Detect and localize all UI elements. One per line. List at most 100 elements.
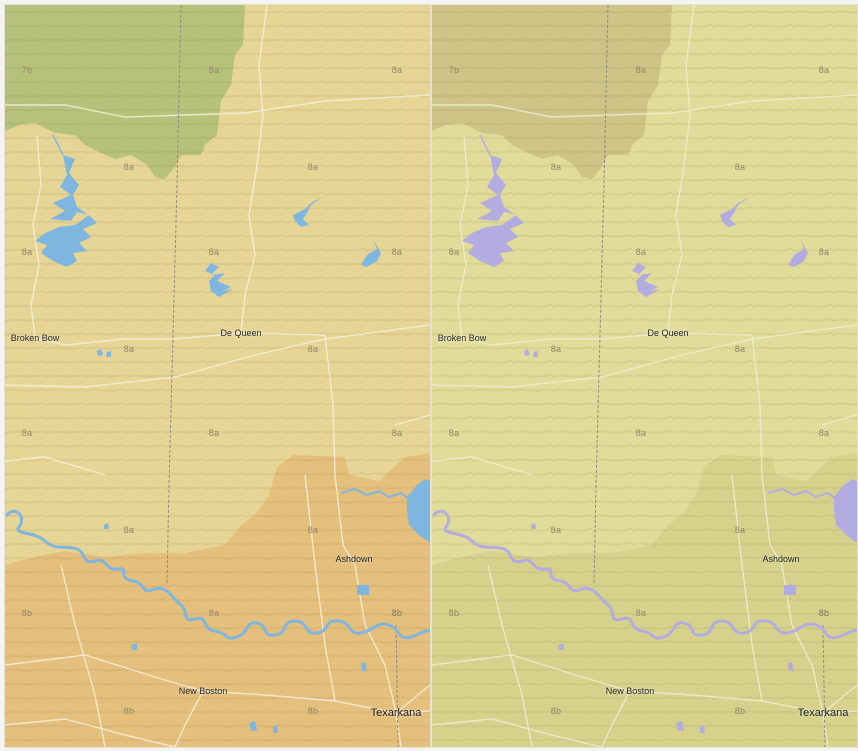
road	[667, 5, 695, 334]
lake	[788, 662, 794, 671]
zone-label-8b: 8b	[123, 706, 135, 716]
lake	[533, 351, 538, 357]
road	[457, 134, 469, 339]
road	[5, 718, 176, 747]
hardiness-map-colored[interactable]: 7b 8a 8a 8a 8a 8a 8a 8a 8a 8a 8a 8a 8a 8a 8a 8b 8a 8b 8b 8b…	[4, 4, 431, 748]
state-border-line	[395, 624, 399, 747]
zone-label-8a: 8a	[635, 428, 647, 438]
road	[822, 712, 829, 747]
road	[395, 684, 430, 714]
zone-label-8b: 8b	[550, 706, 562, 716]
road	[432, 718, 603, 747]
zone-label-8a: 8a	[448, 247, 460, 257]
zone-label-8a: 8a	[818, 65, 830, 75]
zone-label-8a: 8a	[208, 428, 220, 438]
road	[667, 332, 824, 714]
zone-label-8a: 8a	[21, 428, 33, 438]
hardiness-map-muted[interactable]: 7b 8a 8a 8a 8a 8a 8a 8a 8a 8a 8a 8a 8a 8a 8a 8b 8a 8b 8b 8b…	[431, 4, 858, 748]
lake	[784, 585, 796, 595]
zone-label-8a: 8a	[123, 162, 135, 172]
creek	[479, 134, 491, 156]
zone-label-8a: 8a	[208, 65, 220, 75]
zone-label-8a: 8a	[307, 525, 319, 535]
road	[240, 5, 268, 334]
city-label-broken-bow: Broken Bow	[10, 333, 60, 343]
lake	[700, 725, 705, 733]
road	[822, 684, 857, 714]
zone-label-8b: 8b	[818, 608, 830, 618]
city-label-broken-bow: Broken Bow	[437, 333, 487, 343]
creek	[52, 134, 64, 156]
road	[5, 456, 106, 476]
state-border-line	[166, 5, 182, 586]
lake	[205, 263, 233, 297]
road	[432, 456, 533, 476]
road	[731, 474, 763, 702]
road	[5, 94, 430, 118]
zone-label-8a: 8a	[734, 162, 746, 172]
road	[394, 414, 430, 426]
map-canvas	[5, 5, 430, 747]
state-border-line	[822, 624, 826, 747]
zone-label-8b: 8b	[448, 608, 460, 618]
zone-label-8a: 8a	[550, 525, 562, 535]
lake	[788, 239, 808, 267]
road	[304, 474, 336, 702]
zone-label-7b: 7b	[21, 65, 33, 75]
lake	[97, 349, 103, 356]
zone-label-8b: 8b	[307, 706, 319, 716]
lake	[407, 479, 430, 543]
zone-label-8a: 8a	[550, 344, 562, 354]
road	[5, 324, 430, 388]
lake	[632, 263, 660, 297]
zone-label-8a: 8a	[635, 247, 647, 257]
zone-label-8b: 8b	[818, 608, 830, 618]
zone-label-8a: 8a	[818, 247, 830, 257]
road	[60, 564, 106, 747]
zone-label-8a: 8a	[307, 344, 319, 354]
road	[34, 332, 242, 346]
lake	[249, 721, 257, 731]
zone-label-8a: 8a	[307, 162, 319, 172]
river	[340, 487, 410, 500]
city-label-ashdown: Ashdown	[335, 554, 373, 564]
zone-label-8b: 8b	[391, 608, 403, 618]
lake	[361, 239, 381, 267]
map-canvas	[432, 5, 857, 747]
lake	[720, 197, 750, 227]
city-label-texarkana: Texarkana	[370, 707, 422, 719]
road	[174, 690, 204, 747]
road	[461, 332, 669, 346]
road	[5, 654, 430, 714]
zone-label-8a: 8a	[635, 65, 647, 75]
lake	[558, 643, 564, 650]
zone-label-8a: 8a	[208, 247, 220, 257]
zone-label-8a: 8a	[391, 65, 403, 75]
lake	[531, 523, 536, 529]
lake	[293, 197, 323, 227]
river	[767, 487, 837, 500]
lake	[357, 585, 369, 595]
city-label-texarkana: Texarkana	[797, 707, 849, 719]
zone-label-8a: 8a	[391, 428, 403, 438]
road	[601, 690, 631, 747]
zone-label-8a: 8a	[818, 428, 830, 438]
lake	[524, 349, 530, 356]
zone-label-8a: 8a	[208, 608, 220, 618]
broken-bow-lake	[35, 155, 97, 267]
broken-bow-lake	[462, 155, 524, 267]
zone-label-8a: 8a	[391, 247, 403, 257]
lake	[834, 479, 857, 543]
road	[432, 94, 857, 118]
zone-label-8a: 8a	[550, 162, 562, 172]
road	[395, 712, 402, 747]
city-label-new-boston: New Boston	[178, 686, 228, 696]
lake	[361, 662, 367, 671]
road	[432, 324, 857, 388]
zone-label-8a: 8a	[21, 247, 33, 257]
road	[30, 134, 42, 339]
zone-label-8b: 8b	[734, 706, 746, 716]
zone-label-8a: 8a	[123, 525, 135, 535]
red-river	[432, 509, 857, 640]
city-label-new-boston: New Boston	[605, 686, 655, 696]
